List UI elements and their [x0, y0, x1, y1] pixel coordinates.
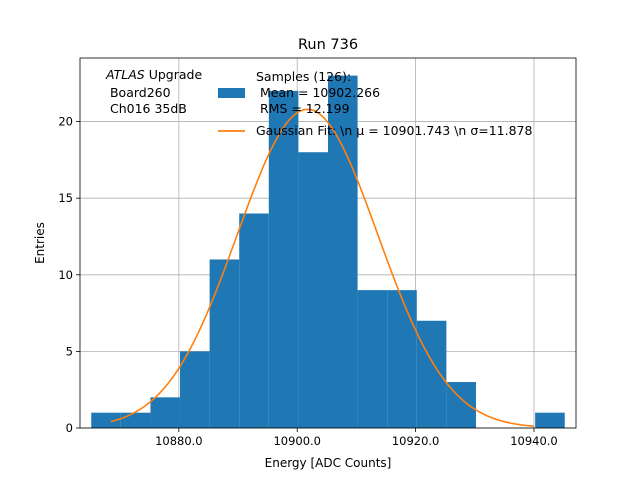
histogram-bar [328, 75, 358, 428]
atlas-annotation: ATLAS Upgrade Board260 Ch016 35dB [105, 67, 202, 116]
gaussian-fit-curve [110, 108, 535, 428]
axis-ticks: 10880.0 10900.0 10920.0 10940.0 0 5 10 15 20 [58, 115, 557, 448]
y-tick-label: 0 [66, 421, 73, 435]
histogram-bar [91, 412, 121, 428]
histogram-bar [180, 351, 210, 428]
x-tick-label: 10900.0 [273, 434, 321, 448]
y-tick-label: 20 [58, 115, 73, 129]
annotation-line-1: ATLAS Upgrade [105, 67, 202, 82]
legend: Samples (126): Mean = 10902.266 RMS = 12… [218, 69, 532, 138]
histogram-bar [268, 90, 299, 429]
x-tick-label: 10880.0 [155, 434, 203, 448]
histogram-bar [239, 213, 269, 428]
histogram-bar [357, 290, 388, 428]
x-tick-label: 10940.0 [510, 434, 558, 448]
y-tick-label: 15 [58, 191, 73, 205]
legend-samples-line-1: Samples (126): [256, 69, 351, 84]
annotation-line-2: Board260 [106, 85, 171, 100]
annotation-line-3: Ch016 35dB [106, 101, 187, 116]
y-tick-label: 5 [66, 344, 73, 358]
histogram-bar [416, 320, 447, 428]
histogram-bar [298, 152, 328, 428]
histogram-bar [209, 259, 240, 428]
x-tick-label: 10920.0 [392, 434, 440, 448]
atlas-label: ATLAS [105, 67, 145, 82]
legend-swatch-samples [218, 88, 245, 98]
x-axis-label: Energy [ADC Counts] [265, 456, 392, 470]
legend-fit-text: Gaussian Fit: \n μ = 10901.743 \n σ=11.8… [256, 123, 532, 138]
y-axis-label: Entries [33, 222, 47, 264]
gaussian-fit [110, 108, 535, 428]
legend-samples-line-2: Mean = 10902.266 [256, 85, 380, 100]
legend-samples-line-3: RMS = 12.199 [256, 101, 350, 116]
chart-title: Run 736 [298, 37, 358, 53]
y-tick-label: 10 [58, 268, 73, 282]
plot-frame [79, 57, 577, 429]
histogram-bar [150, 397, 181, 428]
histogram-bar [120, 412, 151, 428]
histogram-bar [387, 290, 417, 428]
histogram-bars [91, 75, 565, 429]
histogram-bar [535, 412, 565, 428]
upgrade-label: Upgrade [145, 67, 203, 82]
